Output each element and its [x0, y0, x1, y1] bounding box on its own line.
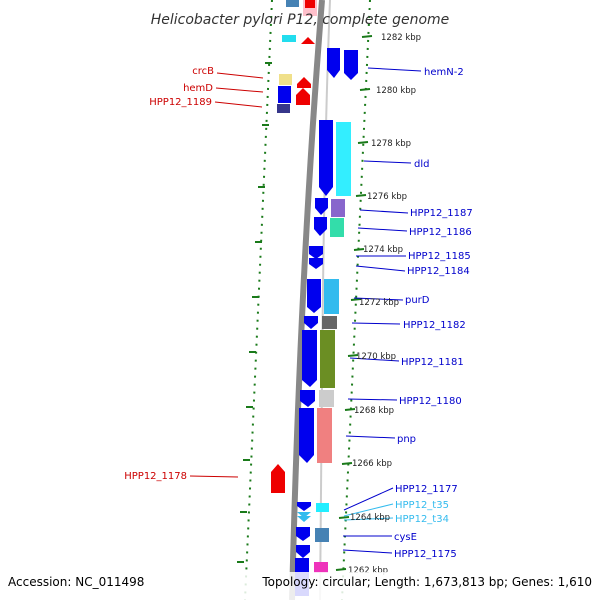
trna-HPP12_t34-b	[297, 516, 311, 522]
tick-label: 1262 kbp	[348, 566, 388, 576]
gene-purD-forward	[307, 279, 321, 313]
gene-HPP12_1189	[277, 104, 290, 113]
gene-HPP12_1177	[297, 502, 311, 511]
tick-label: 1264 kbp	[350, 513, 390, 523]
gene-label-purD[interactable]: purD	[405, 295, 430, 306]
gene-label-HPP12_1175[interactable]: HPP12_1175	[394, 549, 457, 560]
gene-label-pnp[interactable]: pnp	[397, 434, 416, 445]
genome-title: Helicobacter pylori P12, complete genome	[151, 12, 450, 28]
tick-label: 1274 kbp	[363, 245, 403, 255]
tick-label: 1266 kbp	[352, 459, 392, 469]
gene-red-left-a	[297, 77, 311, 88]
gene-label-hemN-2[interactable]: hemN-2	[424, 67, 464, 78]
trna-HPP12_t34	[297, 512, 311, 518]
fragment-steelblue	[286, 0, 299, 7]
gene-pnp-forward	[299, 408, 314, 463]
gene-label-HPP12_1182[interactable]: HPP12_1182	[403, 320, 466, 331]
gene-label-HPP12_1180[interactable]: HPP12_1180	[399, 396, 462, 407]
left-leader-lines	[189, 72, 264, 478]
gene-HPP12_1187	[331, 199, 345, 217]
trna-HPP12_t35	[316, 503, 329, 512]
accession-text: Accession: NC_011498	[8, 575, 144, 589]
genome-backbone	[289, 0, 325, 600]
outer-backbone	[319, 0, 331, 600]
gene-label-dld[interactable]: dld	[414, 159, 429, 170]
topology-text: Topology: circular; Length: 1,673,813 bp…	[261, 575, 592, 589]
gene-HPP12_1182	[322, 316, 337, 329]
gene-crcB	[279, 74, 292, 85]
gene-label-HPP12_1178[interactable]: HPP12_1178	[124, 471, 187, 482]
gene-HPP12_1184	[309, 258, 323, 269]
gene-hemN-2-b	[344, 50, 358, 80]
gene-label-HPP12_1181[interactable]: HPP12_1181	[401, 357, 464, 368]
gene-cysE	[315, 528, 329, 542]
fragment-red	[305, 0, 315, 8]
tick-label: 1270 kbp	[356, 352, 396, 362]
gene-label-HPP12_1186[interactable]: HPP12_1186	[409, 227, 472, 238]
gene-1182-forward	[304, 316, 318, 329]
tick-label: 1280 kbp	[376, 86, 416, 96]
gene-dld-forward	[319, 120, 333, 196]
gene-HPP12_1180	[319, 390, 334, 407]
gene-red-top	[301, 37, 315, 44]
gene-HPP12_1185	[309, 246, 323, 259]
gene-magenta-bottom	[314, 562, 328, 573]
gene-label-crcB[interactable]: crcB	[192, 66, 214, 77]
gene-dld	[336, 122, 351, 196]
gene-label-hemD[interactable]: hemD	[183, 83, 213, 94]
gene-label-HPP12_1187[interactable]: HPP12_1187	[410, 208, 473, 219]
outer-tick-track	[335, 0, 373, 600]
gene-HPP12_1181	[320, 330, 335, 388]
gene-label-HPP12_1184[interactable]: HPP12_1184	[407, 266, 470, 277]
gene-hemD	[278, 86, 291, 103]
gene-1186-forward	[314, 217, 327, 236]
tick-label: 1278 kbp	[371, 139, 411, 149]
inner-tick-track	[237, 0, 273, 600]
gene-1180-forward	[300, 390, 315, 407]
gene-1187-forward	[315, 198, 328, 215]
gene-1181-forward	[302, 330, 317, 387]
tick-labels: 1282 kbp 1280 kbp 1278 kbp 1276 kbp 1274…	[348, 33, 421, 576]
tick-label: 1282 kbp	[381, 33, 421, 43]
gene-HPP12_1186	[330, 218, 344, 237]
gene-label-HPP12_t34[interactable]: HPP12_t34	[395, 514, 449, 525]
trna-cyan-top	[282, 35, 296, 42]
right-gene-labels: hemN-2 dld HPP12_1187 HPP12_1186 HPP12_1…	[394, 67, 473, 560]
gene-label-HPP12_1185[interactable]: HPP12_1185	[408, 251, 471, 262]
gene-pnp	[317, 408, 332, 463]
tick-label: 1268 kbp	[354, 406, 394, 416]
gene-label-cysE[interactable]: cysE	[394, 532, 417, 543]
left-gene-labels: crcB hemD HPP12_1189 HPP12_1178	[124, 66, 214, 482]
gene-red-left-b	[296, 88, 310, 105]
gene-hemN-2-a	[327, 48, 340, 78]
right-leader-lines	[342, 67, 422, 554]
gene-cysE-forward	[296, 527, 310, 541]
tick-label: 1276 kbp	[367, 192, 407, 202]
gene-label-HPP12_1189[interactable]: HPP12_1189	[149, 97, 212, 108]
gene-HPP12_1175	[296, 545, 310, 558]
footer-background	[0, 572, 600, 600]
gene-label-HPP12_t35[interactable]: HPP12_t35	[395, 500, 449, 511]
gene-purD	[324, 279, 339, 314]
tick-label: 1272 kbp	[359, 298, 399, 308]
gene-label-HPP12_1177[interactable]: HPP12_1177	[395, 484, 458, 495]
gene-HPP12_1178	[271, 464, 285, 493]
